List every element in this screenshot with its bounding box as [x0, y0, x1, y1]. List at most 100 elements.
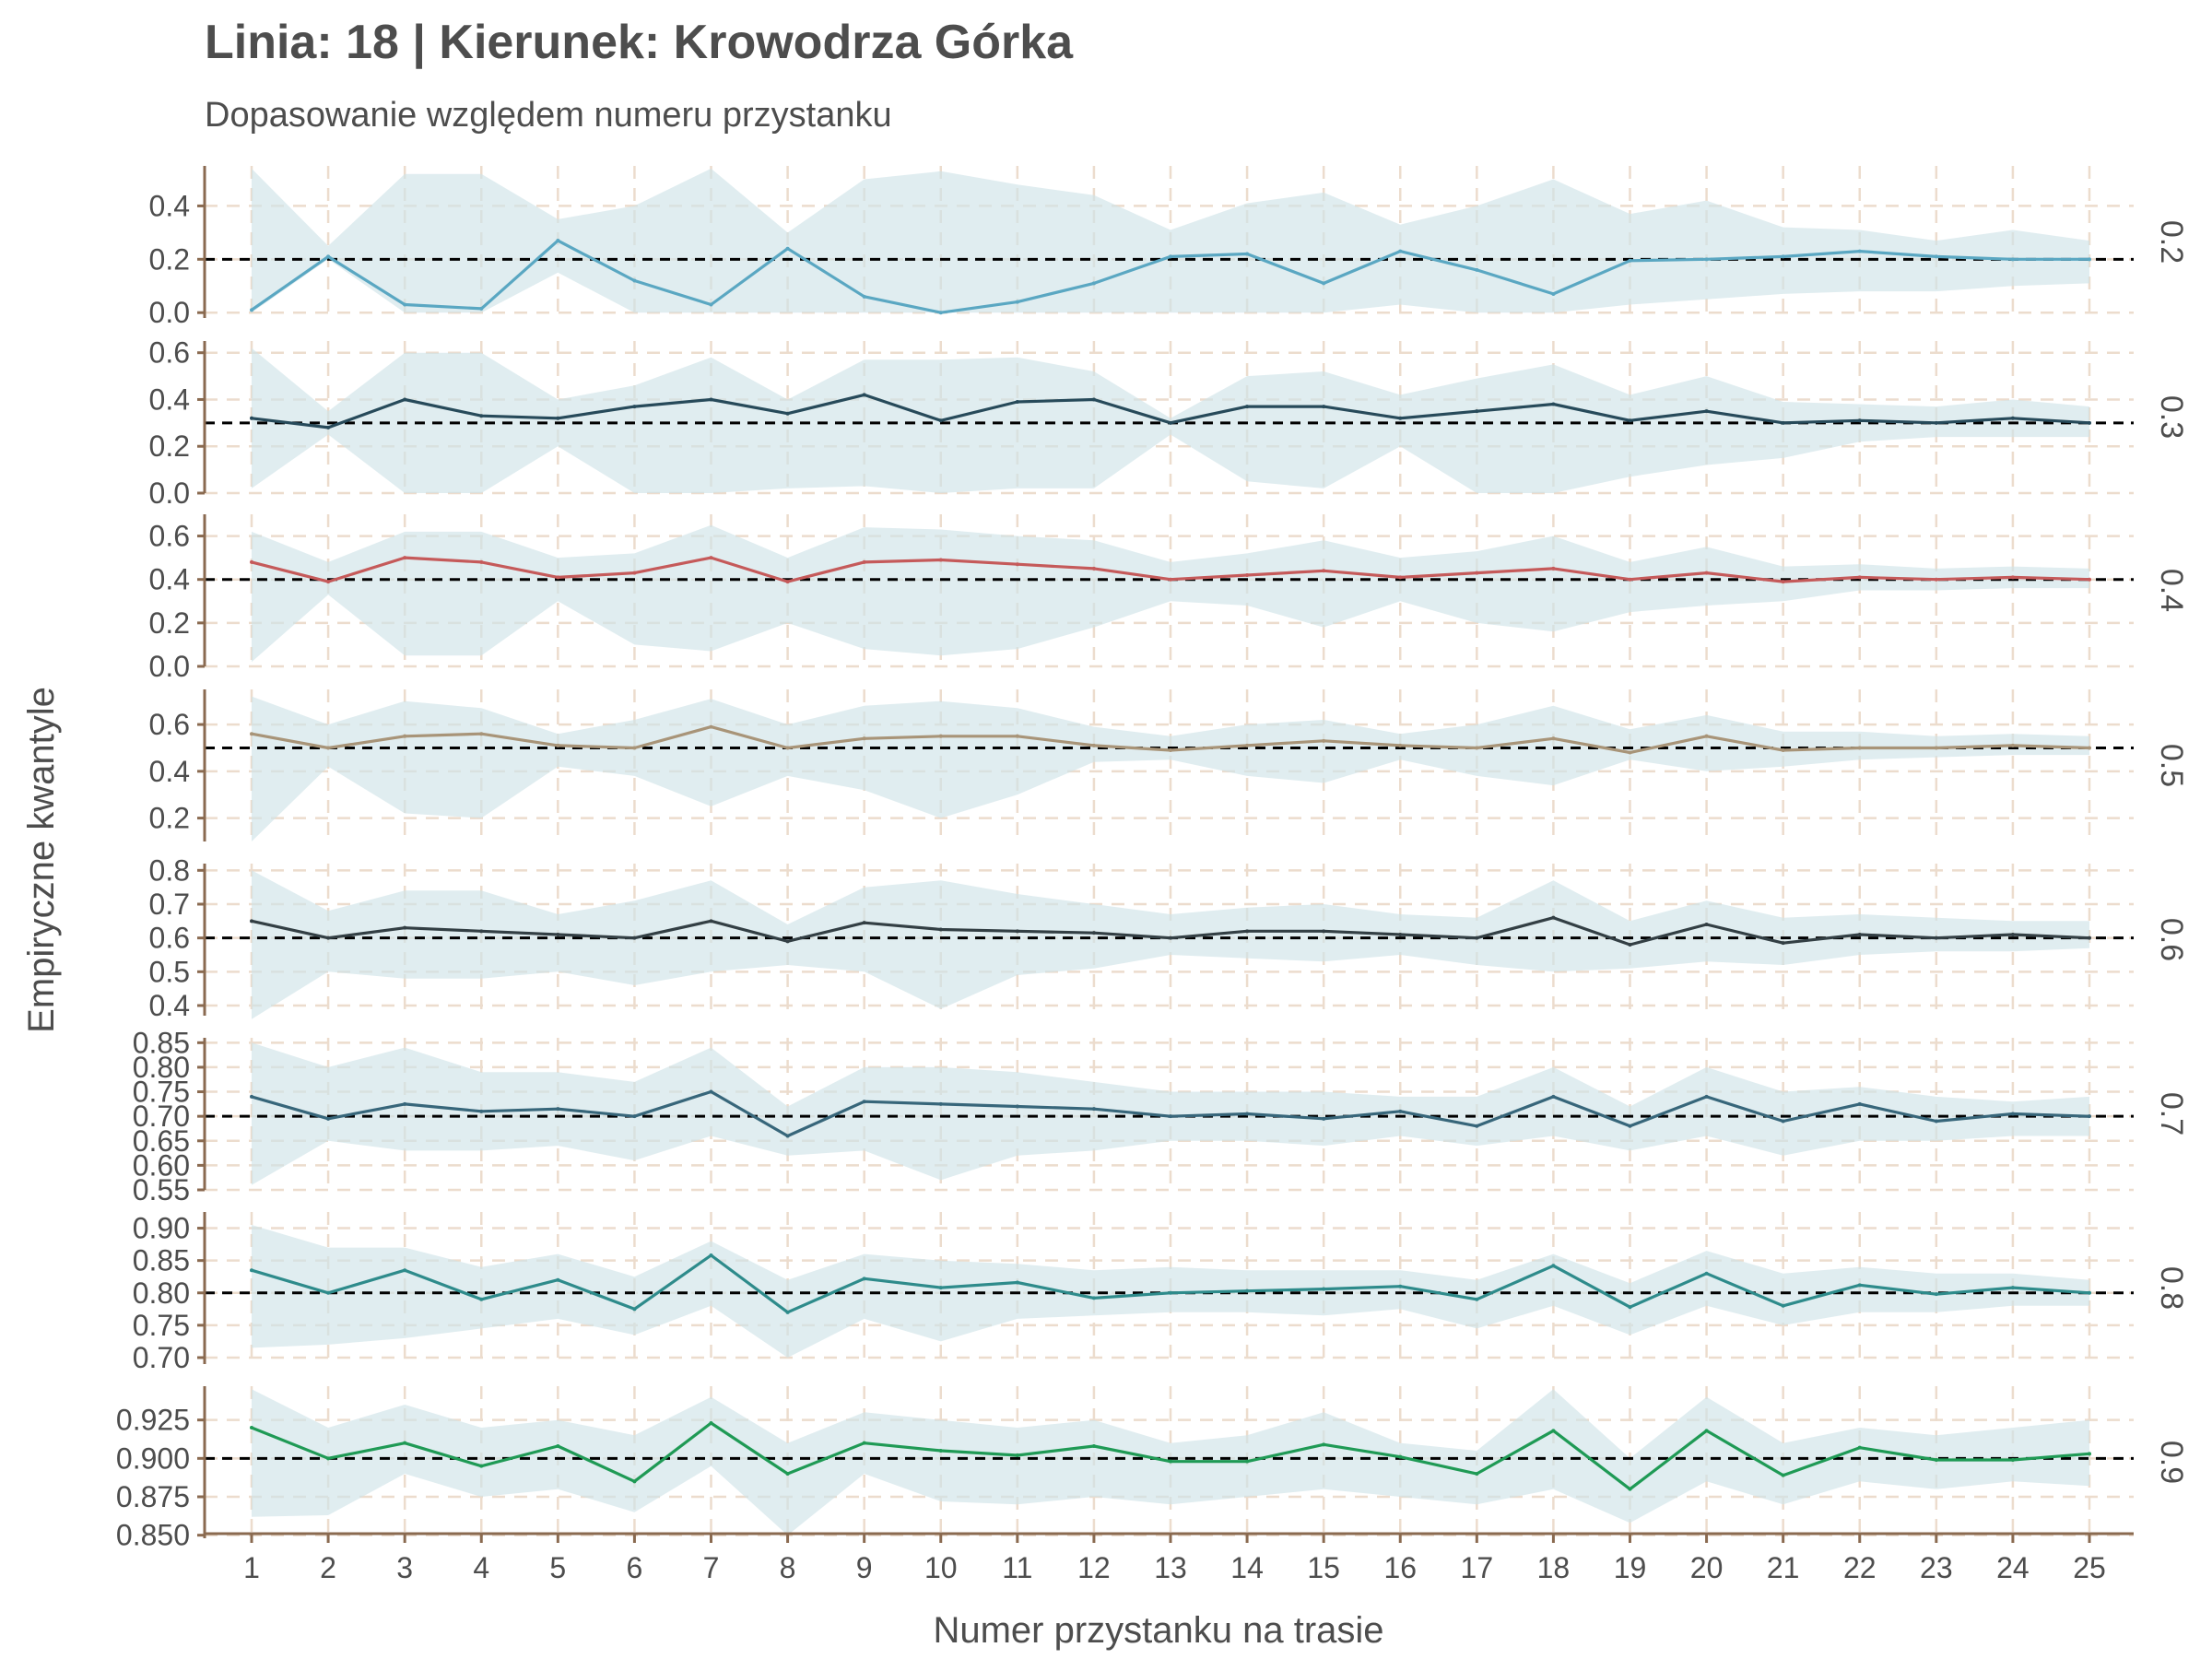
data-point	[2088, 746, 2091, 750]
y-tick-label: 0.925	[116, 1404, 190, 1437]
panel-0.8: 0.700.750.800.850.90 0.8	[133, 1212, 2189, 1374]
data-point	[1091, 566, 1096, 571]
y-tick-label: 0.75	[133, 1076, 190, 1109]
data-point	[1857, 1445, 1862, 1450]
facet-label: 0.5	[2154, 744, 2189, 787]
data-point	[1934, 577, 1938, 582]
data-point	[1551, 915, 1556, 920]
x-tick-label: 11	[1002, 1551, 1032, 1584]
y-tick-label: 0.6	[149, 922, 190, 955]
x-tick-label: 4	[473, 1551, 489, 1584]
x-tick-label: 19	[1614, 1551, 1647, 1584]
data-point	[326, 935, 331, 940]
data-point	[1551, 566, 1556, 571]
data-point	[862, 393, 866, 397]
y-tick-label: 0.2	[149, 429, 190, 463]
y-tick-label: 0.900	[116, 1441, 190, 1475]
y-tick-label: 0.55	[133, 1173, 190, 1206]
data-point	[1934, 1292, 1938, 1297]
data-point	[785, 411, 790, 416]
data-point	[1857, 1101, 1862, 1106]
data-point	[1091, 397, 1096, 402]
y-tick-label: 0.80	[133, 1277, 190, 1310]
data-point	[403, 397, 407, 402]
data-point	[862, 1100, 866, 1104]
data-point	[1015, 400, 1019, 404]
data-point	[709, 1421, 713, 1425]
y-tick-label: 0.0	[149, 650, 190, 683]
x-tick-label: 12	[1077, 1551, 1111, 1584]
data-point	[250, 308, 253, 312]
data-point	[556, 239, 560, 243]
data-point	[1398, 1284, 1403, 1288]
y-tick-label: 0.2	[149, 606, 190, 640]
data-point	[1628, 418, 1632, 423]
y-tick-label: 0.4	[149, 189, 190, 222]
data-point	[403, 1268, 407, 1273]
x-tick-label: 2	[320, 1551, 336, 1584]
panel-0.9: 0.850 0.875 0.900 0.925 0.9	[116, 1386, 2189, 1552]
data-point	[1091, 1296, 1096, 1300]
data-point	[2010, 1458, 2015, 1462]
data-point	[1628, 1487, 1632, 1491]
data-point	[479, 732, 484, 736]
data-point	[1398, 1454, 1403, 1459]
data-point	[556, 1444, 560, 1448]
data-point	[1704, 923, 1709, 926]
data-point	[403, 734, 407, 738]
data-point	[1091, 931, 1096, 935]
data-point	[326, 580, 331, 584]
data-point	[862, 736, 866, 741]
data-point	[2010, 416, 2015, 420]
data-point	[1704, 257, 1709, 262]
data-point	[632, 571, 637, 575]
x-axis-label: Numer przystanku na trasie	[933, 1610, 1383, 1651]
data-point	[2088, 420, 2091, 425]
y-tick-label: 0.4	[149, 563, 190, 596]
facet-label: 0.9	[2154, 1441, 2189, 1484]
data-point	[785, 1134, 790, 1138]
data-point	[556, 933, 560, 936]
data-point	[1628, 1305, 1632, 1310]
data-point	[1934, 420, 1938, 425]
y-tick-label: 0.85	[133, 1244, 190, 1277]
data-point	[2088, 1452, 2091, 1456]
data-point	[250, 1094, 253, 1099]
data-point	[479, 414, 484, 418]
data-point	[938, 1286, 943, 1290]
data-point	[556, 1277, 560, 1282]
data-point	[632, 1479, 637, 1484]
panel-0.6: 0.40.50.60.70.80.6	[149, 853, 2189, 1022]
data-point	[938, 927, 943, 932]
data-point	[1934, 1119, 1938, 1124]
data-point	[1781, 941, 1785, 946]
data-point	[1857, 249, 1862, 253]
x-tick-label: 20	[1690, 1551, 1724, 1584]
x-tick-label: 25	[2073, 1551, 2106, 1584]
facet-label: 0.8	[2154, 1266, 2189, 1310]
data-point	[938, 418, 943, 423]
data-point	[938, 734, 943, 738]
data-point	[1245, 743, 1250, 747]
data-point	[1015, 1453, 1019, 1457]
panel-0.2: 0.0 0.2 0.4 0.2	[149, 166, 2189, 329]
data-point	[1245, 252, 1250, 256]
data-point	[1551, 1094, 1556, 1099]
data-point	[862, 559, 866, 564]
data-point	[1934, 935, 1938, 940]
y-tick-label: 0.60	[133, 1148, 190, 1182]
data-point	[1015, 562, 1019, 567]
data-point	[2010, 1112, 2015, 1116]
data-point	[709, 1253, 713, 1258]
x-tick-label: 15	[1307, 1551, 1340, 1584]
data-point	[1169, 420, 1172, 425]
data-point	[2088, 1114, 2091, 1119]
data-point	[632, 1114, 637, 1119]
x-tick-label: 1	[243, 1551, 260, 1584]
facet-label: 0.3	[2154, 395, 2189, 439]
data-point	[1551, 736, 1556, 741]
data-point	[862, 921, 866, 925]
data-point	[1322, 1116, 1326, 1121]
confidence-band	[252, 347, 2089, 493]
y-tick-label: 0.70	[133, 1341, 190, 1374]
